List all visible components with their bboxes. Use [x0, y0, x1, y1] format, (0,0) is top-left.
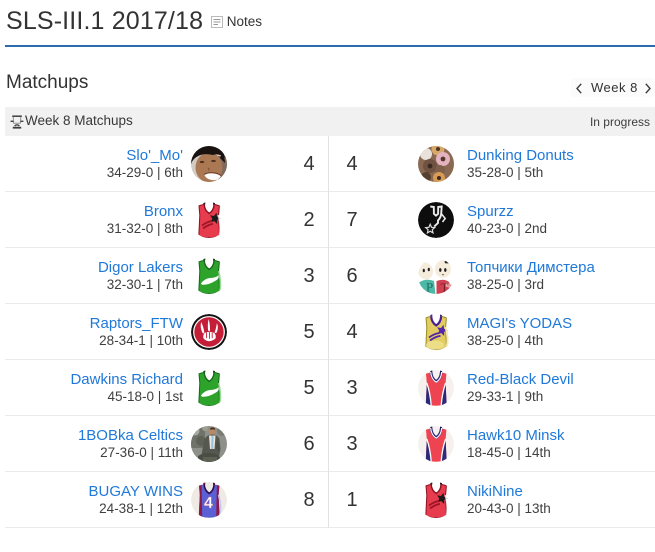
svg-text:T: T — [441, 280, 449, 294]
svg-text:4: 4 — [204, 495, 213, 512]
svg-text:P: P — [426, 280, 433, 295]
